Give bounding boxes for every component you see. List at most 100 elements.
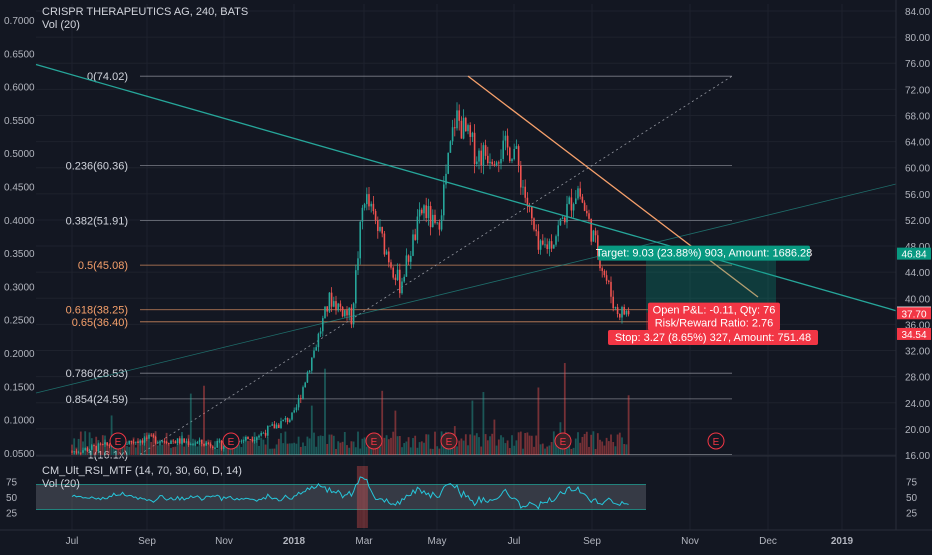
candle-body	[214, 447, 216, 449]
volume-bar	[341, 441, 344, 455]
volume-bar	[398, 435, 401, 455]
volume-bar	[583, 433, 586, 455]
volume-bar	[563, 363, 566, 455]
candle-body	[363, 204, 366, 208]
right-axis-tick: 24.00	[905, 399, 930, 410]
candle-body	[515, 146, 518, 149]
candle-body	[374, 211, 377, 221]
volume-bar	[77, 438, 80, 455]
candle-body	[170, 440, 172, 444]
left-axis-tick: 0.6500	[4, 49, 35, 60]
volume-bar	[434, 431, 436, 455]
candle-body	[137, 441, 139, 443]
candle-body	[407, 255, 410, 262]
volume-bar	[429, 448, 432, 455]
candle-body	[126, 443, 128, 445]
volume-bar	[566, 448, 568, 455]
candle-body	[223, 446, 225, 449]
volume-bar	[385, 435, 388, 455]
fib-level-label: 0.382(51.91)	[66, 216, 128, 228]
candle-body	[526, 197, 529, 206]
earnings-marker-label: E	[560, 437, 567, 448]
volume-bar	[231, 446, 234, 455]
candle-body	[106, 442, 108, 446]
candle-body	[449, 141, 452, 153]
candle-body	[187, 441, 190, 446]
candle-body	[295, 407, 298, 411]
volume-bar	[456, 446, 458, 455]
volume-bar	[605, 437, 608, 455]
volume-bar	[266, 437, 269, 455]
rsi-volume-legend[interactable]: Vol (20)	[42, 478, 80, 490]
volume-bar	[249, 441, 252, 455]
volume-legend[interactable]: Vol (20)	[42, 19, 80, 31]
volume-bar	[592, 431, 595, 455]
volume-bar	[594, 448, 597, 455]
long-position-tool[interactable]: Target: 9.03 (23.88%) 903, Amount: 1686.…	[596, 245, 818, 345]
main-legend: CRISPR THERAPEUTICS AG, 240, BATS Vol (2…	[42, 6, 248, 32]
candle-body	[443, 184, 445, 216]
candle-body	[86, 448, 89, 452]
earnings-marker-label: E	[371, 437, 378, 448]
candle-body	[163, 440, 166, 442]
candle-body	[289, 419, 291, 422]
candle-body	[544, 244, 546, 246]
candle-body	[462, 117, 465, 139]
price-tag: 37.70	[901, 309, 926, 320]
candle-body	[258, 435, 260, 438]
volume-bar	[618, 432, 621, 455]
volume-bar	[112, 446, 115, 455]
left-axis-tick: 0.3000	[4, 282, 35, 293]
volume-bar	[361, 438, 364, 455]
candle-body	[557, 225, 559, 237]
stop-label: Stop: 3.27 (8.65%) 327, Amount: 751.48	[615, 332, 811, 344]
volume-bar	[251, 436, 254, 455]
candle-body	[546, 244, 548, 250]
candle-body	[570, 197, 573, 211]
candle-body	[564, 217, 566, 223]
volume-bar	[332, 435, 335, 455]
candle-body	[311, 357, 313, 371]
volume-bar	[590, 434, 593, 455]
candle-body	[524, 186, 526, 198]
x-axis-tick: Sep	[583, 536, 601, 547]
candle-body	[504, 135, 507, 141]
volume-bar	[348, 447, 351, 455]
volume-bar	[550, 442, 553, 455]
candle-body	[509, 147, 511, 162]
candle-body	[75, 451, 78, 453]
volume-bar	[478, 437, 480, 455]
fib-retracement[interactable]: 0(74.02) 0.236(60.36) 0.382(51.91) 0.5(45.0…	[66, 71, 733, 461]
candle-body	[458, 110, 460, 121]
volume-bar	[500, 435, 502, 455]
candle-body	[201, 439, 203, 444]
volume-bar	[614, 446, 617, 455]
x-axis-tick: Dec	[759, 536, 777, 547]
volume-bar	[137, 438, 139, 455]
volume-bar	[473, 435, 476, 455]
candle-body	[80, 452, 82, 454]
candle-body	[280, 421, 282, 428]
volume-bar	[115, 446, 117, 455]
volume-bar	[401, 447, 403, 455]
volume-bar	[462, 440, 465, 455]
volume-bar	[141, 440, 144, 455]
candle-body	[271, 424, 273, 426]
volume-bar	[537, 387, 540, 455]
volume-bar	[308, 438, 311, 455]
volume-bar	[174, 446, 177, 455]
candle-body	[361, 207, 364, 222]
candle-body	[71, 451, 73, 453]
candle-body	[388, 251, 390, 263]
rsi-indicator-title[interactable]: CM_Ult_RSI_MTF (14, 70, 30, 60, D, 14)	[42, 465, 242, 477]
volume-bar	[374, 445, 377, 455]
price-tag-bg	[897, 307, 931, 320]
candle-body	[337, 303, 339, 311]
volume-bar	[519, 431, 522, 455]
left-axis-tick: 0.7000	[4, 16, 35, 27]
symbol-title[interactable]: CRISPR THERAPEUTICS AG, 240, BATS	[42, 6, 249, 18]
volume-bar	[508, 448, 511, 455]
volume-bar	[139, 439, 142, 455]
